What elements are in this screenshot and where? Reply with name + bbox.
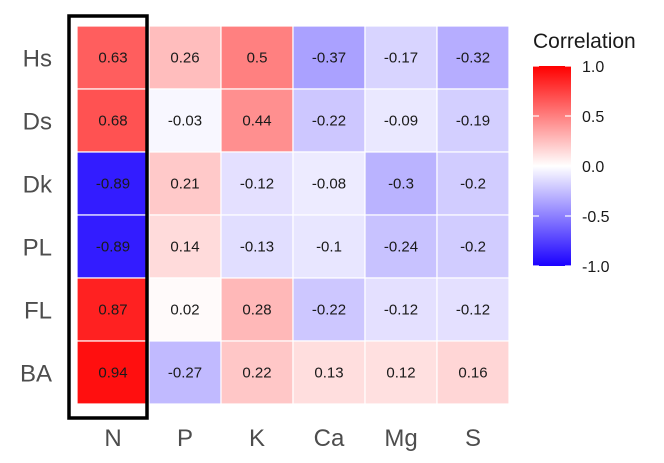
row-label: Hs <box>23 46 52 73</box>
cell-value-label: 0.87 <box>98 302 127 319</box>
cell-value-label: -0.03 <box>168 113 202 130</box>
heatmap-cell <box>148 25 222 90</box>
heatmap-cell <box>148 214 222 279</box>
cell-value-label: 0.5 <box>247 50 268 67</box>
heatmap-cell <box>148 88 222 153</box>
cell-value-label: 0.13 <box>314 365 343 382</box>
cell-value-label: -0.89 <box>96 239 130 256</box>
heatmap-cell <box>364 340 438 405</box>
cell-value-label: -0.12 <box>384 302 418 319</box>
cell-value-label: -0.1 <box>316 239 342 256</box>
cell-value-label: 0.94 <box>98 365 127 382</box>
heatmap-value-labels: 0.63 0.26 0.5 -0.37 -0.17 -0.32 0.68 -0.03 0.44 -… <box>96 50 490 382</box>
cell-value-label: 0.63 <box>98 50 127 67</box>
row-label: BA <box>20 361 52 388</box>
row-label: FL <box>24 298 52 325</box>
cell-value-label: 0.02 <box>170 302 199 319</box>
cell-value-label: 0.12 <box>386 365 415 382</box>
heatmap-cell <box>436 88 510 153</box>
heatmap-cell <box>292 151 366 216</box>
column-label: P <box>177 425 193 452</box>
cell-value-label: -0.24 <box>384 239 418 256</box>
cell-value-label: -0.08 <box>312 176 346 193</box>
heatmap-cell <box>220 214 294 279</box>
cell-value-label: 0.14 <box>170 239 199 256</box>
cell-value-label: -0.17 <box>384 50 418 67</box>
heatmap-cell <box>76 277 150 342</box>
heatmap-cell <box>220 25 294 90</box>
color-legend: Correlation 1.0 0.5 0.0 -0.5 -1.0 <box>533 30 636 276</box>
heatmap-cell <box>364 214 438 279</box>
cell-value-label: 0.21 <box>170 176 199 193</box>
heatmap-cell <box>292 340 366 405</box>
cell-value-label: -0.89 <box>96 176 130 193</box>
heatmap-cell <box>148 151 222 216</box>
heatmap-cell <box>76 25 150 90</box>
heatmap-cell <box>436 151 510 216</box>
heatmap-cell <box>436 214 510 279</box>
cell-value-label: 0.28 <box>242 302 271 319</box>
heatmap-cell <box>364 277 438 342</box>
cell-value-label: -0.2 <box>460 176 486 193</box>
heatmap-cell <box>220 277 294 342</box>
legend-tick-label: 0.5 <box>582 109 604 126</box>
column-labels: N P K Ca Mg S <box>104 425 481 452</box>
heatmap-cell <box>364 151 438 216</box>
heatmap-cell <box>436 340 510 405</box>
column-label: Ca <box>314 425 345 452</box>
cell-value-label: -0.2 <box>460 239 486 256</box>
cell-value-label: -0.09 <box>384 113 418 130</box>
column-label: K <box>249 425 265 452</box>
heatmap-cell <box>436 277 510 342</box>
heatmap-cell <box>292 214 366 279</box>
heatmap-cell <box>292 88 366 153</box>
cell-value-label: 0.68 <box>98 113 127 130</box>
legend-colorbar <box>533 66 571 266</box>
cell-value-label: -0.13 <box>240 239 274 256</box>
cell-value-label: -0.22 <box>312 302 346 319</box>
legend-tick-label: 1.0 <box>582 59 604 76</box>
heatmap-cells <box>76 25 510 405</box>
cell-value-label: -0.19 <box>456 113 490 130</box>
cell-value-label: 0.26 <box>170 50 199 67</box>
column-label: N <box>104 425 121 452</box>
highlight-box-column-n <box>67 14 149 420</box>
cell-value-label: 0.22 <box>242 365 271 382</box>
cell-value-label: -0.32 <box>456 50 490 67</box>
heatmap-cell <box>76 214 150 279</box>
row-label: Ds <box>23 109 52 136</box>
row-labels: Hs Ds Dk PL FL BA <box>20 46 53 388</box>
legend-title: Correlation <box>533 30 636 53</box>
legend-tick-label: -1.0 <box>582 259 610 276</box>
column-label: Mg <box>384 425 417 452</box>
cell-value-label: 0.44 <box>242 113 271 130</box>
cell-value-label: -0.12 <box>240 176 274 193</box>
legend-tick-label: 0.0 <box>582 159 604 176</box>
heatmap-cell <box>436 25 510 90</box>
cell-value-label: -0.37 <box>312 50 346 67</box>
row-label: PL <box>23 235 52 262</box>
heatmap-cell <box>292 277 366 342</box>
cell-value-label: -0.3 <box>388 176 414 193</box>
column-label: S <box>465 425 481 452</box>
row-label: Dk <box>23 172 53 199</box>
heatmap-cell <box>76 340 150 405</box>
cell-value-label: -0.22 <box>312 113 346 130</box>
cell-value-label: 0.16 <box>458 365 487 382</box>
cell-value-label: -0.12 <box>456 302 490 319</box>
cell-value-label: -0.27 <box>168 365 202 382</box>
legend-tick-label: -0.5 <box>582 209 610 226</box>
legend-ticks: 1.0 0.5 0.0 -0.5 -1.0 <box>533 59 610 276</box>
